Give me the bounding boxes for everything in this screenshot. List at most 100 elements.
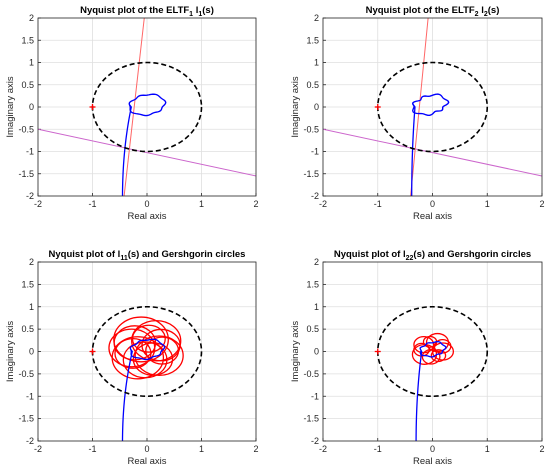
y-tick-label: 1.5	[21, 35, 34, 45]
y-tick-label: 2	[314, 13, 319, 23]
chart-panel-2: -2 -1 0 1 2 -2 -1.5 -1 -0.5 0 0.5 1 1.5 2 Real axis Ima…	[290, 5, 545, 222]
reference-line	[323, 128, 542, 177]
axes-box	[322, 261, 543, 442]
title-text: l	[479, 5, 484, 16]
title-text: (s)	[202, 5, 214, 16]
y-tick-label: -1	[26, 391, 34, 401]
title-text: (s) and Gershgorin circles	[128, 249, 246, 260]
plot-area	[374, 305, 489, 441]
y-tick-label: -2	[26, 191, 34, 201]
x-axis-label: Real axis	[127, 456, 166, 467]
title-subscript: 1	[189, 11, 193, 18]
chart-title: Nyquist plot of the ELTF2 l2(s)	[366, 5, 500, 18]
gershgorin-circle	[114, 337, 152, 369]
x-tick-label: 1	[485, 199, 490, 209]
x-tick-label: 0	[144, 199, 149, 209]
y-tick-label: 0.5	[306, 80, 319, 90]
x-tick-label: 2	[539, 199, 544, 209]
y-tick-label: -2	[311, 436, 319, 446]
title-subscript: 2	[484, 11, 488, 18]
title-text: l	[193, 5, 198, 16]
reference-line	[410, 18, 429, 196]
y-tick-label: 2	[29, 13, 34, 23]
y-tick-label: 1	[314, 58, 319, 68]
y-tick-label: 1	[29, 58, 34, 68]
x-axis-label: Real axis	[413, 456, 452, 467]
title-text: Nyquist plot of l	[334, 249, 406, 260]
reference-line	[38, 128, 256, 177]
title-text: (s)	[488, 5, 500, 16]
x-axis-label: Real axis	[413, 211, 452, 222]
nyquist-locus	[121, 338, 166, 441]
x-tick-label: 0	[430, 199, 435, 209]
chart-title: Nyquist plot of l11(s) and Gershgorin ci…	[49, 249, 246, 262]
gershgorin-circle	[134, 335, 184, 377]
x-tick-label: 2	[253, 444, 258, 454]
y-axis-label: Imaginary axis	[5, 76, 16, 137]
gershgorin-circle	[145, 336, 180, 365]
title-text: Nyquist plot of l	[49, 249, 121, 260]
title-subscript: 1	[198, 11, 202, 18]
gershgorin-circle	[113, 316, 169, 363]
y-tick-label: -0.5	[303, 369, 319, 379]
title-subscript: 22	[406, 255, 414, 262]
y-tick-label: 2	[314, 257, 319, 267]
title-text: Nyquist plot of the ELTF	[366, 5, 475, 16]
gershgorin-circle	[108, 328, 156, 368]
y-tick-label: -1	[311, 147, 319, 157]
x-tick-label: -1	[88, 199, 96, 209]
x-tick-label: 0	[430, 444, 435, 454]
reference-line	[123, 18, 145, 196]
y-tick-label: 0	[314, 102, 319, 112]
gershgorin-circle	[122, 341, 168, 379]
y-tick-label: 0.5	[306, 324, 319, 334]
plot-area	[323, 18, 542, 196]
x-tick-label: -1	[374, 444, 382, 454]
chart-panel-1: -2 -1 0 1 2 -2 -1.5 -1 -0.5 0 0.5 1 1.5 2 Real axis Ima…	[5, 5, 259, 222]
y-tick-label: -1.5	[303, 414, 319, 424]
x-tick-label: 1	[199, 444, 204, 454]
axes-box	[37, 261, 257, 442]
title-text: (s) and Gershgorin circles	[413, 249, 531, 260]
x-tick-label: 0	[144, 444, 149, 454]
y-tick-label: -1.5	[303, 169, 319, 179]
y-tick-label: -1	[26, 147, 34, 157]
title-subscript: 2	[475, 11, 479, 18]
chart-title: Nyquist plot of the ELTF1 l1(s)	[80, 5, 214, 18]
gershgorin-circle	[421, 349, 441, 365]
y-tick-label: 1.5	[21, 279, 34, 289]
y-axis-label: Imaginary axis	[5, 321, 16, 382]
y-tick-label: 1	[29, 302, 34, 312]
chart-panel-3: -2 -1 0 1 2 -2 -1.5 -1 -0.5 0 0.5 1 1.5 2 Real axis Ima…	[5, 249, 259, 467]
x-tick-label: -2	[34, 199, 42, 209]
y-axis-label: Imaginary axis	[290, 321, 301, 382]
y-tick-label: 2	[29, 257, 34, 267]
nyquist-locus	[411, 93, 450, 196]
y-tick-label: -1.5	[18, 169, 34, 179]
x-tick-label: 1	[485, 444, 490, 454]
y-tick-label: 0	[29, 102, 34, 112]
x-tick-label: -2	[319, 444, 327, 454]
y-tick-label: 0	[314, 347, 319, 357]
gershgorin-circle	[431, 342, 455, 361]
x-tick-label: -2	[34, 444, 42, 454]
x-axis-label: Real axis	[127, 211, 166, 222]
y-tick-label: -0.5	[303, 124, 319, 134]
nyquist-locus	[415, 340, 447, 441]
axes-box	[37, 17, 257, 197]
y-tick-label: -1	[311, 391, 319, 401]
y-tick-label: 0.5	[21, 324, 34, 334]
plot-area	[38, 18, 256, 196]
y-tick-label: 0.5	[21, 80, 34, 90]
gershgorin-circle	[430, 349, 447, 363]
axes-box	[322, 17, 543, 197]
y-tick-label: 1	[314, 302, 319, 312]
x-tick-label: -2	[319, 199, 327, 209]
x-tick-label: 2	[253, 199, 258, 209]
y-tick-label: -2	[311, 191, 319, 201]
x-tick-label: -1	[374, 199, 382, 209]
x-tick-label: 2	[539, 444, 544, 454]
chart-panel-4: -2 -1 0 1 2 -2 -1.5 -1 -0.5 0 0.5 1 1.5 2 Real axis Ima…	[290, 249, 545, 467]
gershgorin-circle	[111, 336, 165, 380]
